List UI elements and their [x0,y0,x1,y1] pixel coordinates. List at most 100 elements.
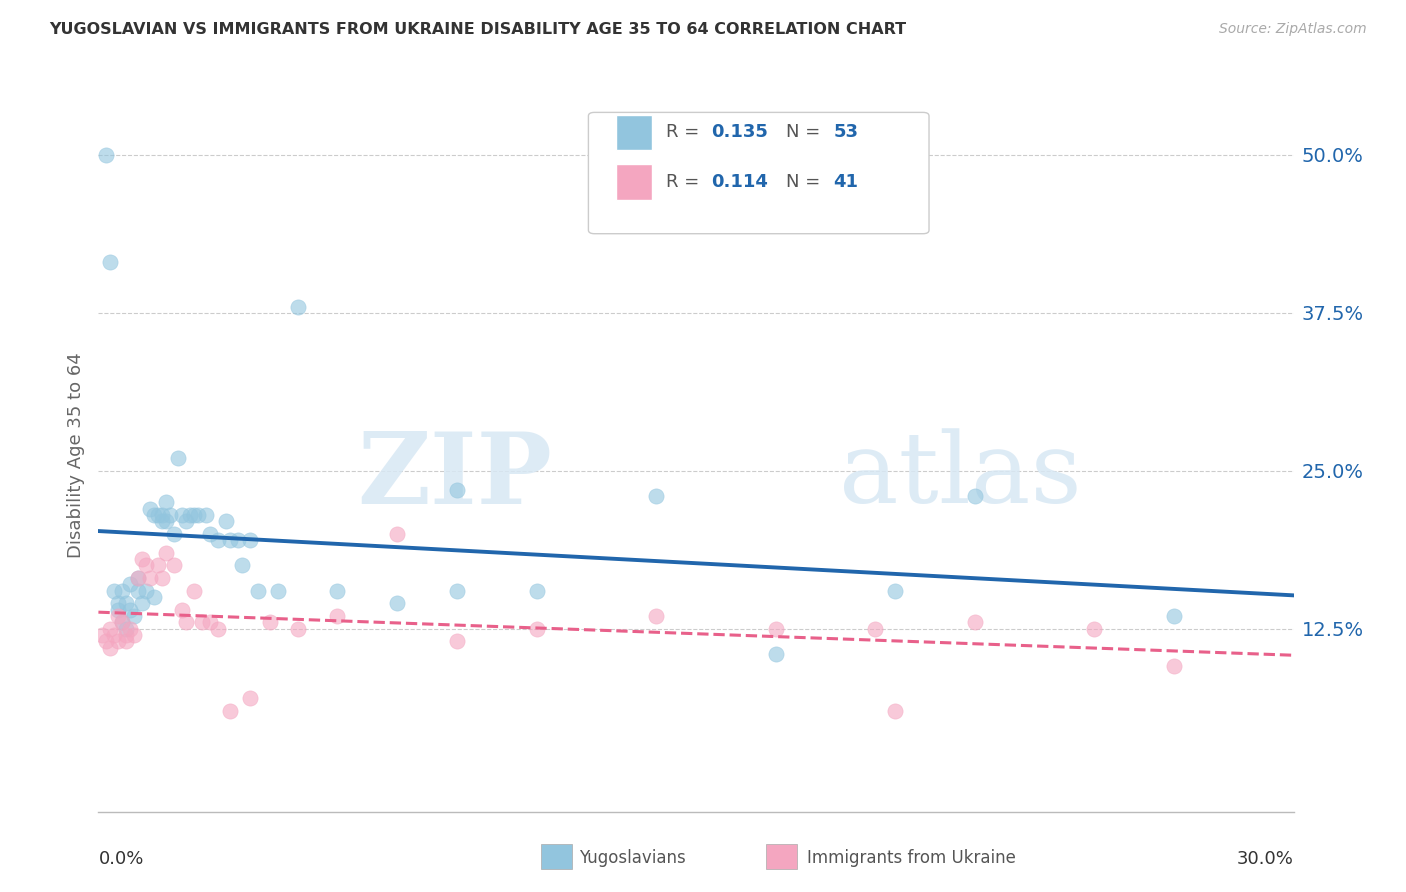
Point [179,508,201,522]
Point [111,583,134,598]
Point [150,514,173,528]
Point [226,533,249,548]
Point [526,583,548,598]
Point [150,571,173,585]
Point [163,526,186,541]
Point [103,583,125,598]
Point [115,628,138,642]
Point [120,577,142,591]
Point [96,634,118,648]
Point [135,558,157,573]
Point [963,489,986,503]
Point [1163,609,1185,624]
Point [107,609,129,624]
Point [446,483,468,497]
Point [231,558,253,573]
Point [120,622,142,636]
Point [115,634,138,648]
Point [884,583,907,598]
Point [183,583,205,598]
Text: 53: 53 [834,123,859,141]
FancyBboxPatch shape [588,112,929,234]
Point [174,514,197,528]
Text: Source: ZipAtlas.com: Source: ZipAtlas.com [1219,22,1367,37]
Point [115,622,138,636]
Point [246,583,269,598]
Point [215,514,238,528]
Point [100,622,122,636]
Point [124,609,146,624]
Text: atlas: atlas [839,428,1083,524]
Point [124,628,146,642]
Text: N =: N = [786,123,825,141]
Point [155,495,177,509]
Point [96,148,118,162]
Point [239,533,262,548]
Point [884,704,907,718]
Point [287,300,309,314]
Text: N =: N = [786,173,825,191]
Point [155,514,177,528]
FancyBboxPatch shape [616,164,652,200]
Point [239,691,262,706]
Point [111,615,134,630]
Point [139,501,162,516]
Point [107,596,129,610]
Text: R =: R = [666,173,704,191]
Point [100,640,122,655]
Point [267,583,290,598]
Point [326,609,349,624]
Point [645,609,668,624]
Point [174,615,197,630]
Point [1163,659,1185,673]
Point [148,558,170,573]
Point [131,596,153,610]
Point [111,615,134,630]
Point [143,508,166,522]
Point [765,647,787,661]
Point [526,622,548,636]
Text: 41: 41 [834,173,859,191]
Point [127,583,149,598]
Point [150,508,173,522]
Text: Immigrants from Ukraine: Immigrants from Ukraine [807,849,1017,867]
Point [167,451,190,466]
Point [198,615,221,630]
Point [91,628,114,642]
Point [187,508,209,522]
Point [107,602,129,616]
Text: 0.114: 0.114 [711,173,769,191]
Point [163,558,186,573]
Point [172,602,194,616]
Point [207,533,229,548]
Text: 0.0%: 0.0% [98,849,143,868]
Point [446,634,468,648]
Point [963,615,986,630]
Text: 30.0%: 30.0% [1237,849,1294,868]
Point [183,508,205,522]
Point [195,508,218,522]
Point [198,526,221,541]
Point [385,596,409,610]
Text: YUGOSLAVIAN VS IMMIGRANTS FROM UKRAINE DISABILITY AGE 35 TO 64 CORRELATION CHART: YUGOSLAVIAN VS IMMIGRANTS FROM UKRAINE D… [49,22,907,37]
Point [139,571,162,585]
Point [219,704,242,718]
Text: ZIP: ZIP [357,428,553,524]
Point [155,546,177,560]
Point [207,622,229,636]
Point [191,615,214,630]
Point [127,571,149,585]
Point [863,622,887,636]
Point [172,508,194,522]
Point [131,552,153,566]
Point [143,590,166,604]
Point [148,508,170,522]
Point [135,583,157,598]
Point [326,583,349,598]
Point [287,622,309,636]
Text: Yugoslavians: Yugoslavians [579,849,686,867]
Text: 0.135: 0.135 [711,123,769,141]
Point [645,489,668,503]
Y-axis label: Disability Age 35 to 64: Disability Age 35 to 64 [66,352,84,558]
Point [765,622,787,636]
